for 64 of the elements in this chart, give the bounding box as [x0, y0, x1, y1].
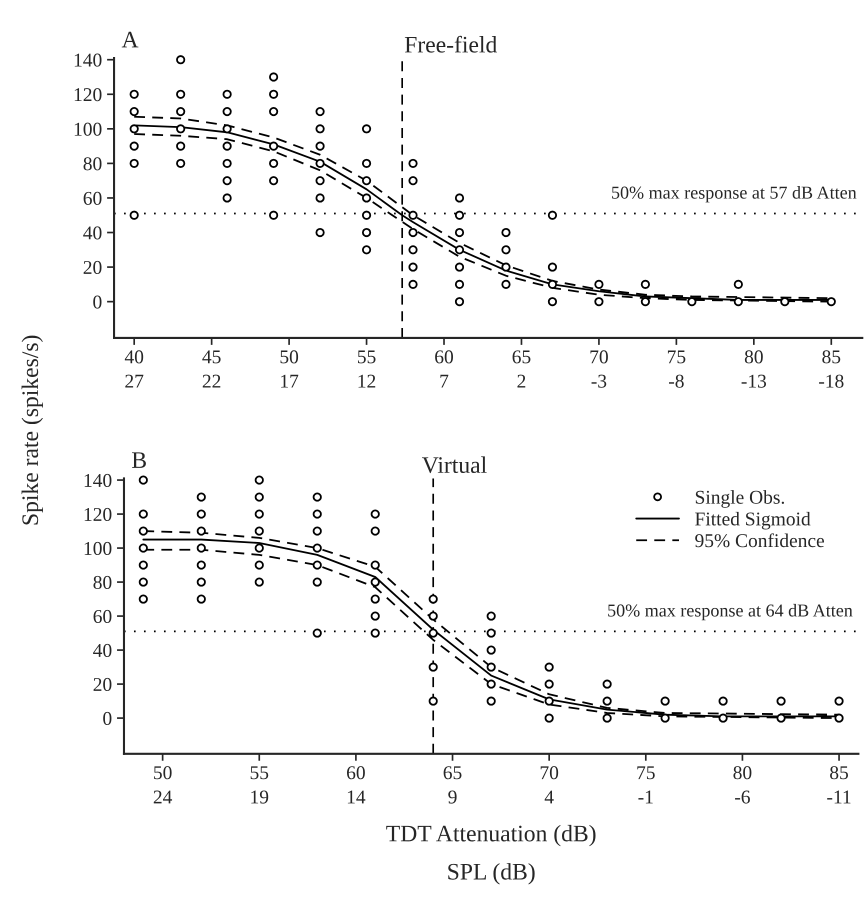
x2-tick-label: -8: [669, 374, 684, 388]
y-tick-label: 80: [93, 576, 112, 590]
x2-tick-label: -11: [827, 790, 850, 804]
text: B: [132, 452, 146, 468]
x-tick-label: 55: [250, 766, 268, 780]
x-tick-label: 75: [668, 350, 686, 364]
x-tick-label: 60: [347, 766, 365, 780]
y-tick-label: 60: [84, 192, 102, 205]
x2-tick-label: -1: [638, 790, 653, 804]
y-tick-label: 60: [94, 610, 112, 624]
x2-tick-label: 17: [281, 374, 298, 388]
x-tick-label: 45: [202, 350, 221, 364]
x2-tick-label: 24: [154, 790, 172, 804]
y-tick-label: 0: [93, 295, 102, 309]
x2-tick-label: -3: [592, 374, 606, 388]
x2-tick-label: 19: [251, 790, 268, 804]
x2-tick-label: 12: [358, 374, 376, 388]
x-tick-label: 60: [435, 350, 453, 364]
x2-tick-label: -6: [735, 790, 750, 804]
x-tick-label: 85: [830, 766, 848, 780]
chart-title: Virtual: [422, 456, 487, 474]
x2-tick-label: 9: [448, 790, 457, 804]
x2-tick-label: -13: [742, 374, 766, 388]
y-tick-label: 100: [84, 542, 112, 556]
x2-tick-label: 4: [544, 790, 554, 804]
x2-tick-label: 22: [202, 374, 220, 388]
y-tick-label: 20: [84, 260, 102, 274]
x-tick-label: 55: [358, 350, 376, 364]
x-tick-label: 40: [124, 350, 144, 364]
x2-tick-label: 7: [440, 374, 448, 388]
x-tick-label: 65: [444, 766, 462, 780]
x-tick-label: 70: [540, 766, 558, 780]
chart-title: Free-field: [404, 36, 498, 53]
ref-line-label: 50% max response at 57 dB Atten: [612, 186, 856, 202]
x-tick-label: 65: [512, 350, 530, 364]
legend-label: 95% Confidence: [695, 533, 824, 548]
legend-label: Single Obs.: [696, 490, 784, 508]
legend-label: Fitted Sigmoid: [695, 512, 810, 530]
x-tick-label: 70: [590, 350, 608, 364]
x2-tick-label: 27: [125, 374, 144, 388]
x-tick-label: 85: [822, 350, 840, 364]
y-tick-label: 80: [84, 157, 102, 170]
x2-tick-label: 2: [517, 374, 526, 388]
x-tick-label: 75: [637, 766, 655, 780]
y-tick-label: 40: [83, 226, 102, 240]
x-tick-label: 50: [154, 766, 172, 780]
x2-tick-label: -18: [819, 374, 844, 388]
y-axis-title: Spike rate (spikes/s): [22, 336, 43, 524]
y-tick-label: 20: [94, 678, 112, 692]
x-tick-label: 50: [280, 350, 298, 364]
x2-axis-title: SPL (dB): [448, 863, 535, 885]
y-tick-label: 120: [84, 508, 112, 522]
x-tick-label: 80: [744, 350, 763, 364]
x-axis-title: TDT Attenuation (dB): [386, 824, 596, 846]
y-tick-label: 120: [74, 88, 102, 102]
text: A: [122, 32, 138, 48]
ref-line-label: 50% max response at 64 dB Atten: [608, 604, 853, 620]
y-tick-label: 140: [84, 474, 112, 488]
y-tick-label: 40: [93, 644, 112, 658]
y-tick-label: 0: [103, 712, 112, 726]
x2-tick-label: 14: [348, 790, 366, 804]
y-tick-label: 140: [74, 54, 102, 67]
y-tick-label: 100: [74, 122, 102, 136]
x-tick-label: 80: [733, 766, 752, 780]
